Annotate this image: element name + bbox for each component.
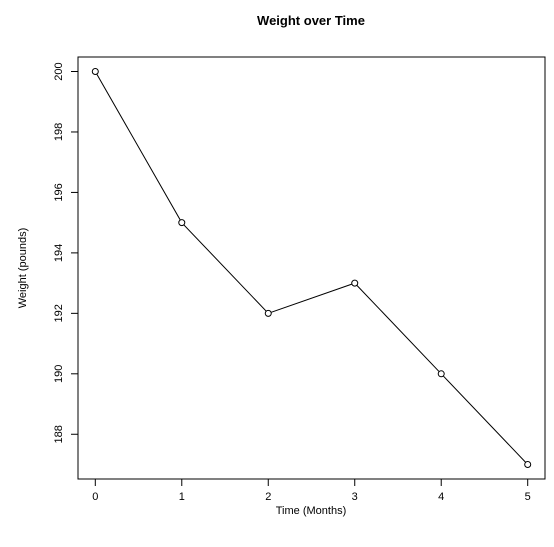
series-line [94, 71, 529, 465]
y-tick-label: 198 [53, 123, 65, 141]
y-axis-label: Weight (pounds) [17, 228, 29, 309]
data-point [91, 68, 99, 76]
x-tick-label: 4 [438, 491, 444, 503]
x-tick-label: 3 [352, 491, 358, 503]
data-point [178, 219, 186, 227]
plot-frame [77, 56, 546, 480]
x-tick-label: 0 [92, 491, 98, 503]
data-point [264, 309, 272, 317]
y-tick-label: 200 [53, 62, 65, 80]
data-point [351, 279, 359, 287]
y-tick-label: 190 [53, 365, 65, 383]
x-axis: 0 1 2 3 4 5 [92, 479, 531, 503]
x-tick-label: 5 [525, 491, 531, 503]
x-axis-label: Time (Months) [276, 505, 347, 517]
x-tick-label: 2 [265, 491, 271, 503]
y-tick-label: 196 [53, 183, 65, 201]
data-point [524, 460, 532, 468]
data-point [437, 370, 445, 378]
y-tick-label: 192 [53, 304, 65, 322]
x-tick-label: 1 [179, 491, 185, 503]
y-axis: 188 190 192 194 196 198 200 [53, 62, 78, 443]
chart-title: Weight over Time [257, 13, 365, 28]
data-points [91, 68, 532, 468]
y-tick-label: 188 [53, 425, 65, 443]
y-tick-label: 194 [53, 244, 65, 262]
